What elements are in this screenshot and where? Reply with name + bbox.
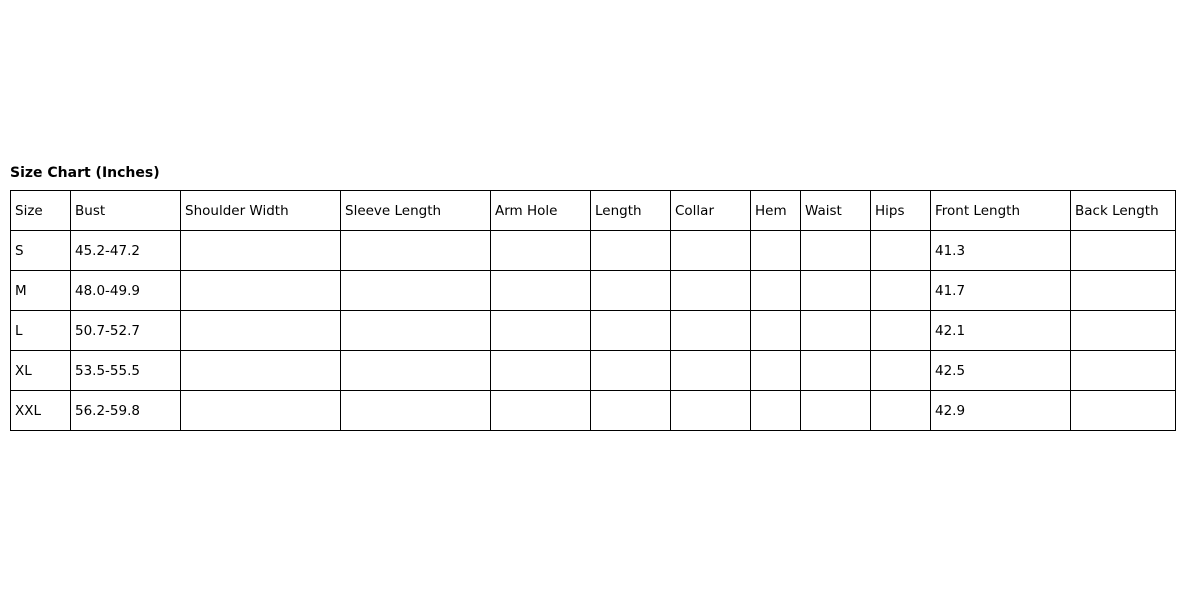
column-header: Bust	[70, 190, 181, 231]
table-cell	[750, 310, 801, 351]
table-cell	[340, 270, 491, 311]
table-cell: XXL	[10, 390, 71, 431]
table-cell	[1070, 310, 1176, 351]
table-cell: M	[10, 270, 71, 311]
table-cell	[490, 270, 591, 311]
table-cell	[1070, 390, 1176, 431]
table-cell: 42.9	[930, 390, 1071, 431]
table-cell	[750, 230, 801, 271]
column-header: Size	[10, 190, 71, 231]
table-cell	[180, 270, 341, 311]
table-cell	[800, 350, 871, 391]
table-cell	[800, 230, 871, 271]
table-cell: XL	[10, 350, 71, 391]
table-cell	[340, 230, 491, 271]
table-row: XXL 56.2-59.8 42.9	[10, 390, 1176, 431]
table-cell	[490, 310, 591, 351]
table-cell	[750, 350, 801, 391]
table-cell	[340, 390, 491, 431]
table-cell	[800, 390, 871, 431]
table-cell	[670, 230, 751, 271]
column-header: Collar	[670, 190, 751, 231]
table-cell	[180, 350, 341, 391]
table-cell: L	[10, 310, 71, 351]
table-cell	[590, 310, 671, 351]
table-cell	[590, 230, 671, 271]
table-row: L 50.7-52.7 42.1	[10, 310, 1176, 351]
table-cell	[340, 350, 491, 391]
table-cell	[490, 230, 591, 271]
table-cell	[1070, 350, 1176, 391]
table-cell	[490, 390, 591, 431]
table-cell	[870, 270, 931, 311]
table-cell: 42.1	[930, 310, 1071, 351]
table-row: M 48.0-49.9 41.7	[10, 270, 1176, 311]
column-header: Waist	[800, 190, 871, 231]
table-cell	[750, 390, 801, 431]
table-cell: S	[10, 230, 71, 271]
table-row: XL 53.5-55.5 42.5	[10, 350, 1176, 391]
table-cell: 48.0-49.9	[70, 270, 181, 311]
column-header: Hem	[750, 190, 801, 231]
table-cell: 42.5	[930, 350, 1071, 391]
table-cell	[870, 230, 931, 271]
column-header: Front Length	[930, 190, 1071, 231]
table-cell: 41.3	[930, 230, 1071, 271]
table-cell	[670, 310, 751, 351]
table-cell: 53.5-55.5	[70, 350, 181, 391]
column-header: Shoulder Width	[180, 190, 341, 231]
table-cell	[670, 270, 751, 311]
table-cell	[180, 310, 341, 351]
table-cell	[340, 310, 491, 351]
table-cell	[750, 270, 801, 311]
table-cell	[590, 270, 671, 311]
size-chart-title: Size Chart (Inches)	[10, 165, 160, 181]
table-cell: 50.7-52.7	[70, 310, 181, 351]
table-cell: 45.2-47.2	[70, 230, 181, 271]
column-header: Hips	[870, 190, 931, 231]
table-cell	[180, 390, 341, 431]
table-cell: 56.2-59.8	[70, 390, 181, 431]
table-cell	[490, 350, 591, 391]
column-header: Sleeve Length	[340, 190, 491, 231]
table-cell	[800, 270, 871, 311]
size-chart-table: Size Bust Shoulder Width Sleeve Length Arm H…	[10, 190, 1176, 431]
table-cell	[670, 350, 751, 391]
table-cell	[590, 390, 671, 431]
table-cell	[870, 310, 931, 351]
table-cell	[1070, 270, 1176, 311]
column-header: Arm Hole	[490, 190, 591, 231]
table-cell	[800, 310, 871, 351]
table-cell	[1070, 230, 1176, 271]
table-cell	[180, 230, 341, 271]
table-cell: 41.7	[930, 270, 1071, 311]
table-cell	[670, 390, 751, 431]
table-cell	[870, 350, 931, 391]
table-row: S 45.2-47.2 41.3	[10, 230, 1176, 271]
header-row: Size Bust Shoulder Width Sleeve Length Arm H…	[10, 190, 1176, 231]
column-header: Back Length	[1070, 190, 1176, 231]
table-cell	[590, 350, 671, 391]
column-header: Length	[590, 190, 671, 231]
table-cell	[870, 390, 931, 431]
